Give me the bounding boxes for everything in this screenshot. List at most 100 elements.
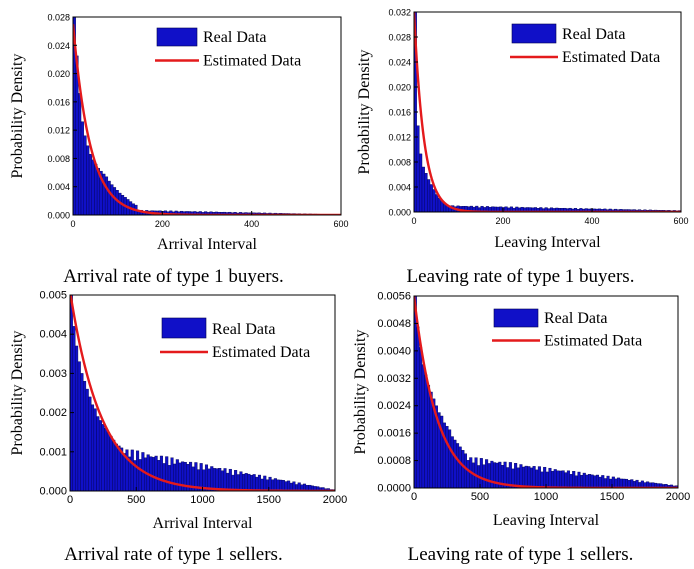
- chart-arrival-sellers: 0.000 0.001 0.002 0.003 0.004 0.005 0 500 1000 15…: [9, 290, 347, 533]
- y-tick-label: 0.000: [39, 486, 67, 498]
- y-tick-label: 0.028: [388, 33, 411, 43]
- histogram-bar: [85, 388, 89, 491]
- histogram-bar: [519, 464, 523, 488]
- histogram-bar: [424, 374, 428, 488]
- legend: Real Data Estimated Data: [492, 308, 642, 350]
- histogram-bar: [239, 471, 243, 491]
- chart-caption: Arrival rate of type 1 buyers.: [63, 266, 284, 287]
- histogram-bar: [485, 459, 489, 488]
- histogram-bar: [106, 431, 110, 491]
- histogram-bar: [588, 474, 592, 488]
- histogram-bar: [435, 194, 439, 212]
- histogram-bar: [553, 469, 557, 488]
- histogram-bar: [75, 345, 79, 491]
- histogram-bar: [231, 474, 235, 491]
- histogram-bar: [574, 475, 578, 488]
- x-axis-label: Arrival Interval: [157, 236, 258, 253]
- y-axis-label: Probability Density: [9, 54, 26, 179]
- histogram-bar: [162, 463, 166, 491]
- histogram-bar: [88, 396, 92, 491]
- histogram-bar: [474, 457, 478, 488]
- y-tick-label: 0.0024: [377, 400, 411, 412]
- y-tick-label: 0.004: [47, 182, 70, 192]
- histogram-bar: [218, 467, 222, 491]
- histogram-bar: [524, 465, 528, 488]
- histogram-bar: [630, 479, 634, 488]
- histogram-bar: [279, 479, 283, 491]
- histogram-bar: [101, 424, 105, 491]
- histogram-bar: [226, 472, 230, 491]
- chart-panel-arrival-buyers: 0.000 0.004 0.008 0.012 0.016 0.020 0.024 0.028…: [0, 0, 349, 290]
- legend: Real Data Estimated Data: [510, 23, 660, 66]
- histogram-bar: [419, 153, 423, 212]
- y-tick-label: 0.0048: [377, 318, 411, 330]
- histogram-bar: [603, 478, 607, 488]
- histogram-bar: [93, 408, 97, 491]
- y-tick-label: 0.002: [39, 407, 67, 419]
- y-tick-label: 0.0032: [377, 373, 411, 385]
- histogram-bar: [83, 135, 87, 215]
- histogram-bar: [437, 198, 441, 212]
- histogram-bar: [292, 481, 296, 491]
- plot-frame: [72, 16, 342, 216]
- legend-swatch-real: [156, 27, 198, 47]
- chart-panel-leaving-sellers: 0.0000 0.0008 0.0016 0.0024 0.0032 0.0040 0.00…: [347, 288, 694, 569]
- x-tick-label: 600: [673, 216, 688, 226]
- histogram-bar: [614, 478, 618, 488]
- histogram-bar: [593, 475, 597, 488]
- histogram-bar: [80, 121, 84, 215]
- legend-label: Real Data: [212, 321, 276, 338]
- histogram-bar: [448, 429, 452, 488]
- histogram-bar: [151, 457, 155, 491]
- histogram-bar: [220, 470, 224, 491]
- histogram-bar: [112, 187, 117, 215]
- histogram-bar: [212, 468, 216, 491]
- histogram-bar: [88, 153, 92, 215]
- histogram-bar: [522, 466, 526, 488]
- histogram-bar: [247, 473, 251, 491]
- histogram-bar: [617, 477, 621, 488]
- x-axis-label: Arrival Interval: [153, 515, 254, 532]
- legend-swatch-real: [511, 23, 557, 44]
- histogram-bar: [204, 464, 208, 491]
- histogram-bar: [83, 381, 87, 491]
- histogram-bar: [178, 462, 182, 491]
- y-tick-label: 0.0008: [377, 455, 411, 467]
- histogram-bar: [228, 468, 232, 491]
- y-tick-label: 0.000: [388, 208, 411, 218]
- histogram-bars: [73, 17, 341, 215]
- legend-label: Real Data: [544, 310, 608, 327]
- y-tick-label: 0.028: [47, 13, 70, 23]
- histogram-bar: [90, 404, 95, 491]
- y-tick-label: 0.020: [47, 69, 70, 79]
- histogram-bar: [244, 473, 248, 491]
- histogram-bar: [86, 145, 90, 215]
- y-tick-label: 0.004: [39, 329, 67, 341]
- histogram-bar: [122, 453, 126, 491]
- histogram-bar: [445, 426, 449, 488]
- legend-label: Estimated Data: [544, 333, 642, 350]
- histogram-bar: [540, 471, 544, 488]
- chart-caption: Leaving rate of type 1 buyers.: [406, 266, 635, 287]
- x-tick-label: 0: [411, 491, 417, 503]
- histogram-bar: [622, 478, 626, 488]
- histogram-bar: [456, 443, 460, 488]
- histogram-bar: [450, 436, 454, 488]
- histogram-bar: [107, 180, 111, 215]
- histogram-bar: [276, 479, 280, 491]
- histogram-bar: [170, 457, 174, 491]
- y-tick-label: 0.0040: [377, 345, 411, 357]
- histogram-bar: [527, 466, 531, 488]
- histogram-bar: [424, 173, 428, 212]
- legend-label: Estimated Data: [562, 49, 660, 66]
- histogram-bar: [252, 474, 256, 491]
- y-tick-label: 0.003: [39, 368, 67, 380]
- histogram-bar: [138, 459, 142, 491]
- histogram-bar: [421, 166, 425, 212]
- histogram-bar: [482, 464, 486, 488]
- chart-caption: Arrival rate of type 1 sellers.: [64, 544, 283, 565]
- x-tick-label: 1000: [534, 491, 558, 503]
- histogram-bar: [585, 474, 589, 488]
- histogram-bar: [109, 435, 113, 491]
- legend: Real Data Estimated Data: [160, 317, 310, 361]
